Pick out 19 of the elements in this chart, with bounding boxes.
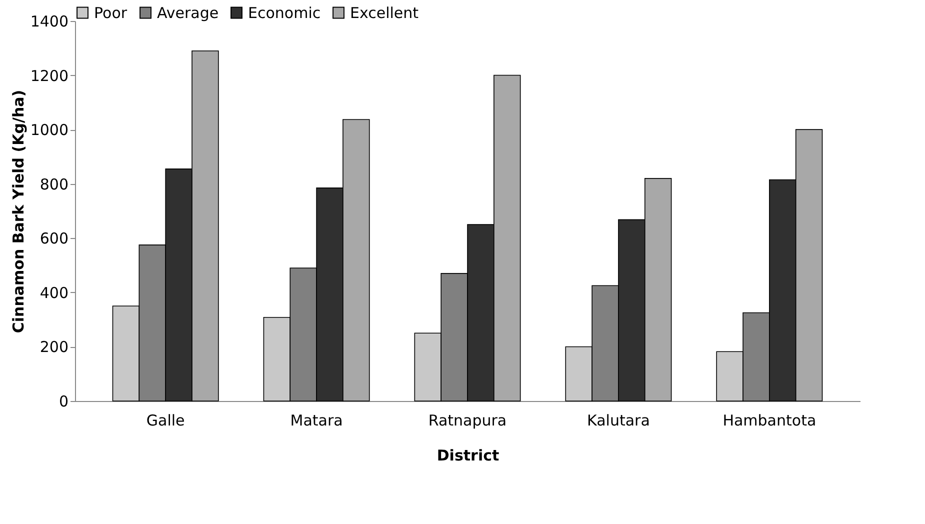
x-tick-label: Ratnapura (428, 412, 507, 430)
y-tick-label: 1200 (30, 66, 68, 85)
x-tick-label: Galle (146, 412, 185, 430)
legend-label: Economic (248, 4, 321, 22)
x-axis-title: District (436, 446, 500, 464)
y-tick-label: 1000 (30, 121, 68, 140)
y-tick-label: 0 (58, 392, 68, 410)
y-tick-label: 800 (40, 175, 68, 194)
x-tick-label: Kalutara (587, 412, 650, 430)
x-tick-label: Hambantota (722, 412, 816, 430)
y-axis-title: Cinnamon Bark Yield (Kg/ha) (9, 90, 28, 334)
legend-label: Poor (94, 4, 128, 22)
y-tick-label: 1400 (30, 12, 68, 30)
y-tick-label: 400 (40, 284, 68, 302)
legend-label: Average (157, 4, 219, 22)
x-tick-label: Matara (290, 412, 343, 430)
legend-label: Excellent (350, 4, 419, 22)
y-tick-label: 600 (40, 230, 68, 248)
y-tick-label: 200 (40, 338, 68, 356)
